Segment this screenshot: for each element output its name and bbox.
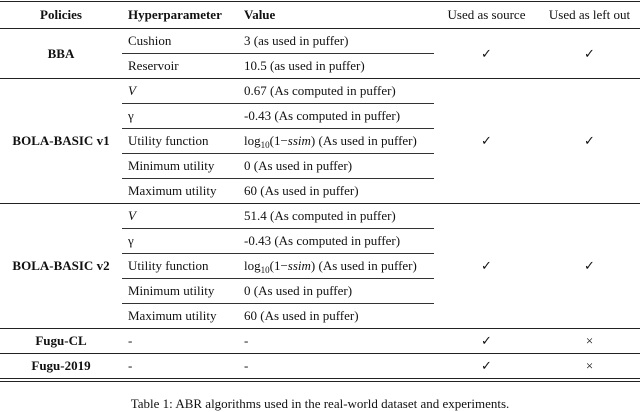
table-row: BBA Cushion 3 (as used in puffer) ✓ ✓ bbox=[0, 28, 640, 79]
table-caption: Table 1: ABR algorithms used in the real… bbox=[130, 396, 510, 411]
table-row: Maximum utility 60 (As used in puffer) bbox=[0, 303, 640, 329]
policy-name: BOLA-BASIC v2 bbox=[0, 203, 122, 329]
header-left-out: Used as left out bbox=[539, 1, 640, 29]
table-row: Utility function log10(1−ssim) (As used i… bbox=[0, 128, 640, 154]
hyperparameter-cell: Utility function bbox=[122, 128, 244, 154]
left-out-mark: ✓ bbox=[539, 28, 640, 79]
header-source: Used as source bbox=[434, 1, 539, 29]
table-row: BOLA-BASIC v1 V 0.67 (As computed in puffe… bbox=[0, 78, 640, 204]
table-row: BOLA-BASIC v2 V 51.4 (As computed in puffe… bbox=[0, 203, 640, 329]
source-mark: ✓ bbox=[434, 28, 539, 79]
hyperparameter-cell: Minimum utility bbox=[122, 278, 244, 304]
table-row: Maximum utility 60 (As used in puffer) bbox=[0, 178, 640, 204]
value-cell: -0.43 (As computed in puffer) bbox=[244, 103, 434, 129]
value-cell: log10(1−ssim) (As used in puffer) bbox=[244, 253, 434, 279]
hyperparameter-cell: V bbox=[122, 78, 244, 104]
source-mark: ✓ bbox=[434, 353, 539, 382]
table-row: γ -0.43 (As computed in puffer) bbox=[0, 103, 640, 129]
hyperparameter-cell: Maximum utility bbox=[122, 178, 244, 204]
policy-name: BOLA-BASIC v1 bbox=[0, 78, 122, 204]
policy-name: BBA bbox=[0, 28, 122, 79]
left-out-mark: × bbox=[539, 328, 640, 354]
source-mark: ✓ bbox=[434, 78, 539, 204]
left-out-mark: ✓ bbox=[539, 78, 640, 204]
policies-table: Policies Hyperparameter Value Used as so… bbox=[0, 1, 640, 382]
hyperparameter-cell: Reservoir bbox=[122, 53, 244, 79]
hyperparameter-cell: Minimum utility bbox=[122, 153, 244, 179]
left-out-mark: ✓ bbox=[539, 203, 640, 329]
value-cell: 51.4 (As computed in puffer) bbox=[244, 203, 434, 229]
table-row: Fugu-2019- - ✓ × bbox=[0, 353, 640, 382]
value-cell: 10.5 (as used in puffer) bbox=[244, 53, 434, 79]
source-mark: ✓ bbox=[434, 203, 539, 329]
policy-name: Fugu-2019 bbox=[0, 353, 122, 382]
value-cell: 60 (As used in puffer) bbox=[244, 178, 434, 204]
value-cell: -0.43 (As computed in puffer) bbox=[244, 228, 434, 254]
hyperparameter-cell: - bbox=[122, 353, 244, 382]
table-row: Fugu-CL - - ✓ × bbox=[0, 328, 640, 354]
table-row: Utility function log10(1−ssim) (As used i… bbox=[0, 253, 640, 279]
value-cell: log10(1−ssim) (As used in puffer) bbox=[244, 128, 434, 154]
table-row: Minimum utility 0 (As used in puffer) bbox=[0, 153, 640, 179]
value-cell: 0 (As used in puffer) bbox=[244, 278, 434, 304]
table-row: Minimum utility 0 (As used in puffer) bbox=[0, 278, 640, 304]
hyperparameter-cell: Utility function bbox=[122, 253, 244, 279]
header-hyperparameter: Hyperparameter bbox=[122, 1, 244, 29]
header-row: Policies Hyperparameter Value Used as so… bbox=[0, 1, 640, 29]
hyperparameter-cell: γ bbox=[122, 228, 244, 254]
source-mark: ✓ bbox=[434, 328, 539, 354]
value-cell: 0 (As used in puffer) bbox=[244, 153, 434, 179]
header-value: Value bbox=[244, 1, 434, 29]
hyperparameter-cell: γ bbox=[122, 103, 244, 129]
value-cell: 3 (as used in puffer) bbox=[244, 28, 434, 54]
header-policies: Policies bbox=[0, 1, 122, 29]
hyperparameter-cell: Cushion bbox=[122, 28, 244, 54]
table-row: Reservoir 10.5 (as used in puffer) bbox=[0, 53, 640, 79]
hyperparameter-cell: V bbox=[122, 203, 244, 229]
value-cell: 0.67 (As computed in puffer) bbox=[244, 78, 434, 104]
value-cell: - bbox=[244, 353, 434, 382]
value-cell: 60 (As used in puffer) bbox=[244, 303, 434, 329]
hyperparameter-cell: Maximum utility bbox=[122, 303, 244, 329]
left-out-mark: × bbox=[539, 353, 640, 382]
hyperparameter-cell: - bbox=[122, 328, 244, 354]
table-row: γ -0.43 (As computed in puffer) bbox=[0, 228, 640, 254]
value-cell: - bbox=[244, 328, 434, 354]
policy-name: Fugu-CL bbox=[0, 328, 122, 354]
